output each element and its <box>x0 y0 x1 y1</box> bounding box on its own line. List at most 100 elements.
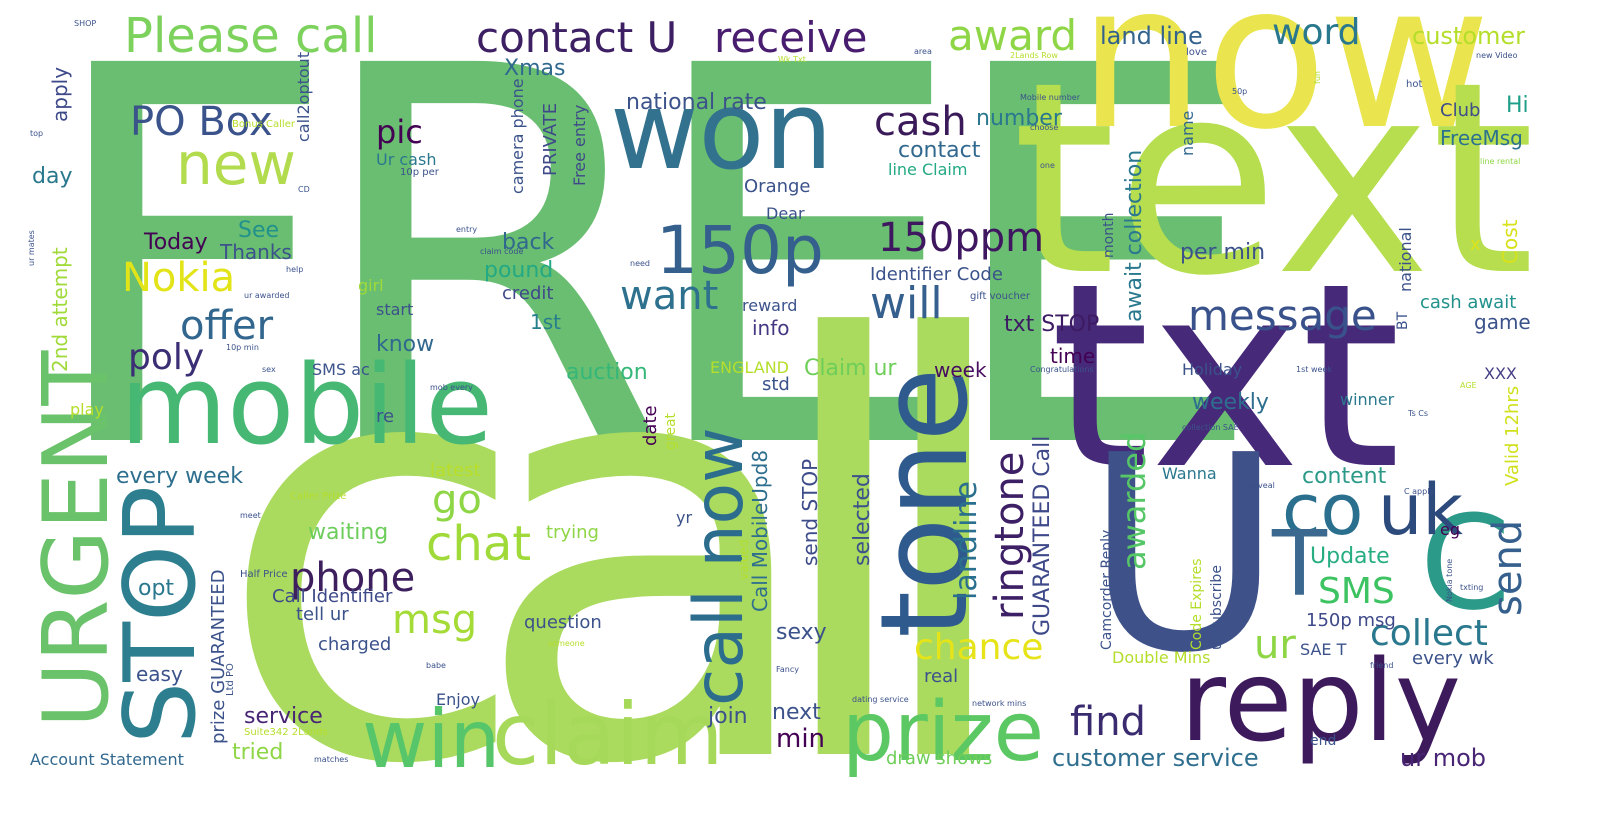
word-area: area <box>914 47 932 56</box>
word-prize-guaranteed: prize GUARANTEED <box>208 569 229 744</box>
word-co: co <box>1282 469 1364 551</box>
word-national-rate: national rate <box>626 90 767 115</box>
word-congratulations: Congratulations <box>1030 365 1094 374</box>
word-choose: choose <box>1030 123 1059 132</box>
word-stop: STOP <box>104 485 218 744</box>
word-next: next <box>772 700 821 725</box>
word-1st: 1st <box>530 310 561 334</box>
word-won: won <box>610 69 833 194</box>
word-line-rental: line rental <box>1480 157 1521 166</box>
word-week: week <box>934 358 987 382</box>
word-ur-mob: ur mob <box>1400 744 1487 772</box>
word-c-apply: C apply <box>1404 487 1435 496</box>
word-c: C <box>1420 487 1511 639</box>
word-name: name <box>1178 110 1197 156</box>
word-valid-12hrs: Valid 12hrs <box>1502 385 1523 486</box>
word-x: x <box>1470 234 1481 255</box>
word-bt: BT <box>1395 311 1411 330</box>
word-u: U <box>1085 397 1283 712</box>
word-content: content <box>1302 464 1387 489</box>
word-new: new <box>176 130 296 198</box>
word-message: message <box>1188 291 1377 340</box>
word-2lands-row: 2Lands Row <box>1010 51 1058 60</box>
word-wanna: Wanna <box>1162 464 1217 483</box>
word-apply: apply <box>48 66 72 122</box>
word-real: real <box>924 666 959 687</box>
word-line-claim: line Claim <box>888 160 968 179</box>
word-call: call <box>215 220 1023 816</box>
word-cash-await: cash await <box>1420 292 1517 313</box>
word-150p-msg: 150p msg <box>1306 610 1396 631</box>
word-please-call: Please call <box>124 8 378 64</box>
word-ur-mates: ur mates <box>27 230 36 266</box>
word-sex: sex <box>262 365 276 374</box>
word-1st-week: 1st week <box>1296 365 1332 374</box>
word-enjoy: Enjoy <box>436 690 480 709</box>
word-new-video: new Video <box>1476 51 1518 60</box>
word-meet: meet <box>240 511 261 520</box>
word-sexy: sexy <box>776 620 827 645</box>
word-uk-right: uk <box>1378 469 1463 551</box>
word-service: service <box>244 704 323 729</box>
word-ur-awarded: ur awarded <box>244 291 290 300</box>
word-account-statement: Account Statement <box>30 750 184 769</box>
word-find: find <box>1070 699 1146 745</box>
word-free: FREE <box>40 0 1268 563</box>
word-chance: chance <box>914 627 1044 668</box>
word-collection-sae: collection SAE <box>1182 423 1239 432</box>
word-babe: babe <box>426 661 446 670</box>
word-win: win <box>362 693 501 786</box>
word-latest: latest <box>430 460 481 481</box>
word-unsubscribe: unsubscribe <box>1209 565 1225 650</box>
word-dating-service: dating service <box>852 695 909 704</box>
word-offer: offer <box>180 303 274 349</box>
word-contact-u: contact U <box>476 13 678 62</box>
word-every-wk: every wk <box>1412 648 1494 669</box>
word-ringtone: ringtone <box>987 451 1033 620</box>
word-free-entry: Free entry <box>570 104 589 186</box>
word-someone: someone <box>548 639 585 648</box>
word-min: min <box>776 724 826 754</box>
word-update: Update <box>1310 544 1390 569</box>
word-see: See <box>238 218 280 243</box>
word-mobile: mobile <box>120 341 494 469</box>
word-t: T <box>1272 512 1327 617</box>
word-auction: auction <box>566 360 648 385</box>
word-receive: receive <box>714 13 868 62</box>
word-fun: fun <box>1313 71 1322 84</box>
word-xmas: Xmas <box>504 56 566 81</box>
word-sms-ac: SMS ac <box>312 360 370 379</box>
word-10p-per: 10p per <box>400 167 439 178</box>
word-shop: SHOP <box>74 19 97 28</box>
word-claim: claim <box>492 685 724 785</box>
word-ts-cs: Ts Cs <box>1408 409 1429 418</box>
word-reward: reward <box>742 296 798 315</box>
word-nokia-tone: Nokia tone <box>1445 558 1454 602</box>
word-holiday: Holiday <box>1182 360 1243 379</box>
word-join: join <box>708 704 748 729</box>
word-winner: winner <box>1340 390 1395 409</box>
word-mobile-number: Mobile number <box>1020 93 1081 102</box>
word-identifier-code: Identifier Code <box>870 264 1003 285</box>
word-entry: entry <box>456 225 478 234</box>
word-waiting: waiting <box>308 520 389 545</box>
word-ur: ur <box>1254 622 1296 668</box>
word-10p-min: 10p min <box>226 343 259 352</box>
word-today: Today <box>144 230 208 255</box>
word-await-collection: await collection <box>1122 149 1147 322</box>
word-private: PRIVATE <box>540 102 561 176</box>
word-national: national <box>1396 227 1415 292</box>
word-phone: phone <box>290 555 416 601</box>
word-network-mins: network mins <box>972 699 1027 708</box>
word-trying: trying <box>546 522 599 543</box>
word-collect: collect <box>1370 613 1488 654</box>
word-gift-voucher: gift voucher <box>970 291 1031 302</box>
word-po-box: PO Box <box>130 99 273 145</box>
word-reveal: reveal <box>1250 481 1275 490</box>
word-contact-small: contact <box>898 138 981 163</box>
word-claim-code: claim code <box>480 247 524 256</box>
word-opt: opt <box>138 576 175 601</box>
word-time: time <box>1050 344 1096 368</box>
word-word: word <box>1272 12 1361 53</box>
word-pound: pound <box>484 258 554 283</box>
